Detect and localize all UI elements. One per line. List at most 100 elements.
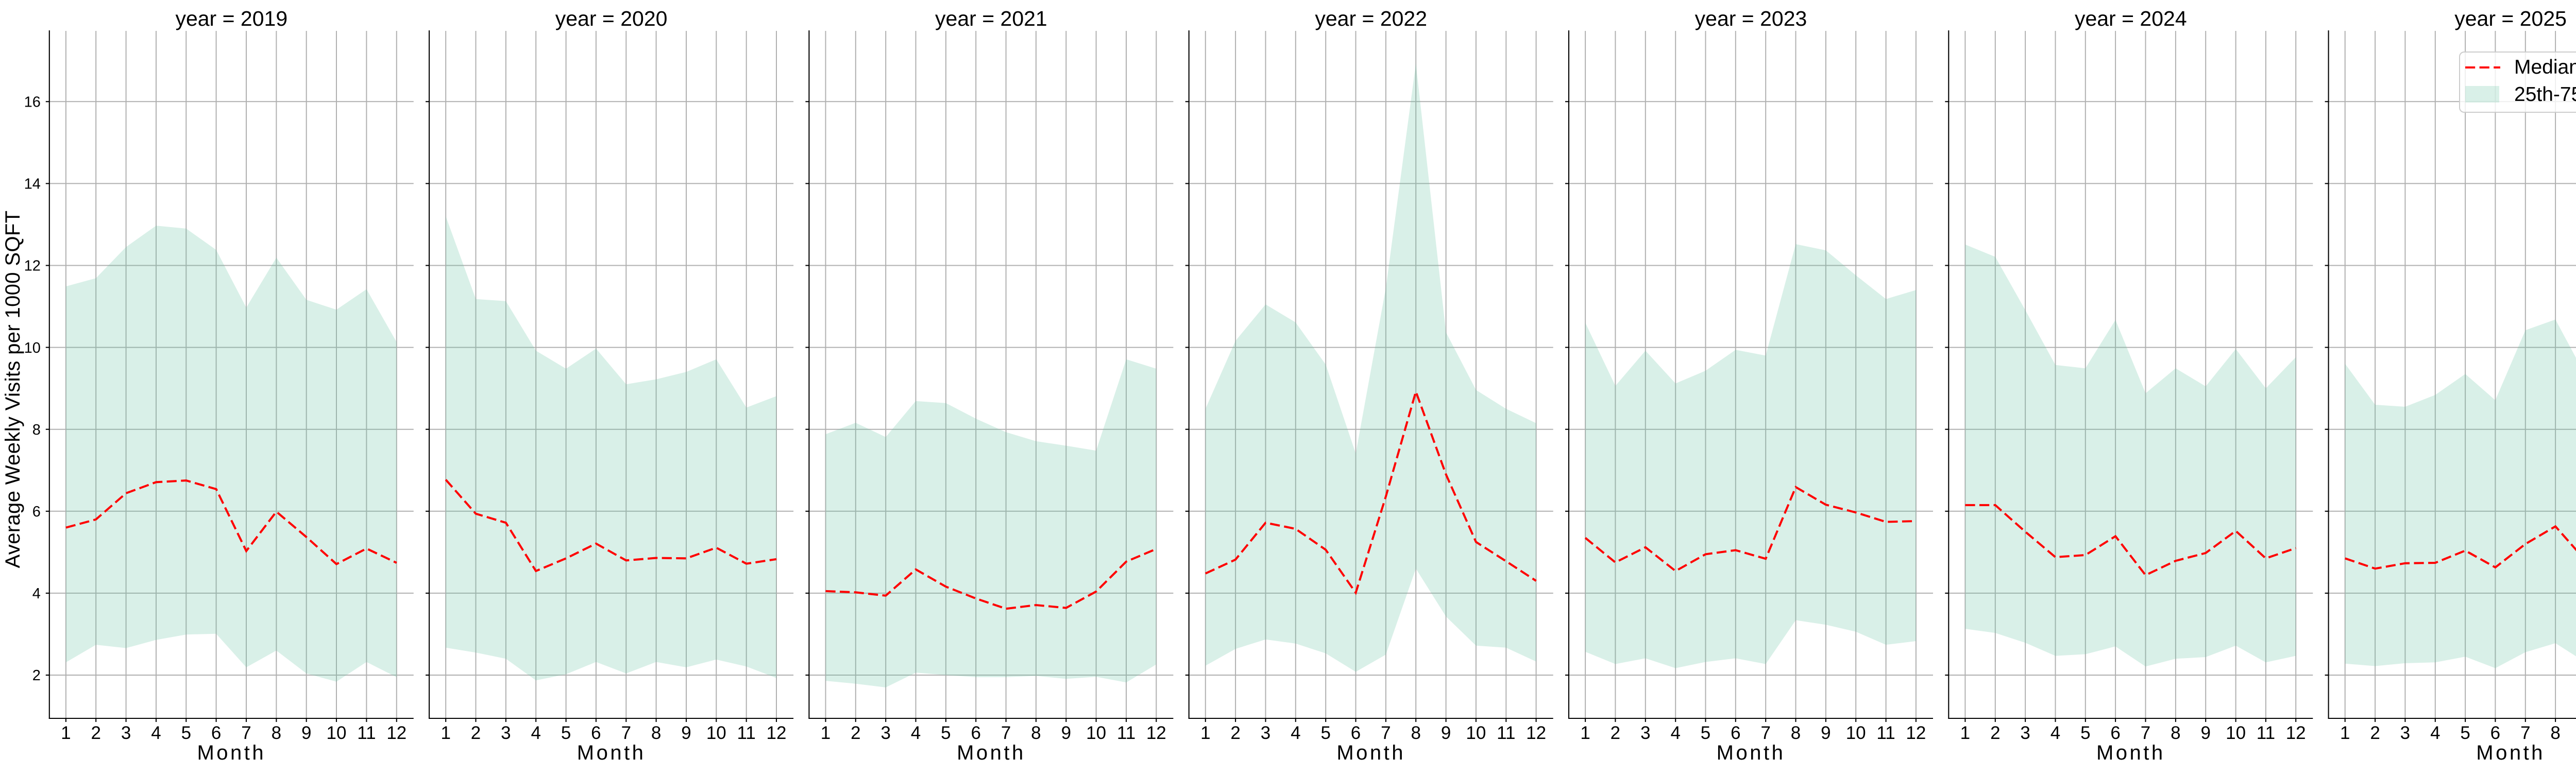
- svg-text:2: 2: [91, 723, 100, 743]
- svg-text:year = 2023: year = 2023: [1695, 7, 1807, 30]
- svg-text:7: 7: [1760, 723, 1770, 743]
- svg-text:5: 5: [1701, 723, 1710, 743]
- svg-text:3: 3: [121, 723, 131, 743]
- svg-text:12: 12: [1526, 723, 1546, 743]
- svg-text:2: 2: [2370, 723, 2380, 743]
- svg-text:25th-75th Percentile: 25th-75th Percentile: [2514, 83, 2576, 106]
- svg-text:4: 4: [911, 723, 921, 743]
- svg-text:year = 2019: year = 2019: [175, 7, 287, 30]
- svg-text:10: 10: [327, 723, 347, 743]
- svg-text:11: 11: [2257, 723, 2275, 743]
- svg-text:5: 5: [941, 723, 951, 743]
- svg-text:1: 1: [2340, 723, 2350, 743]
- svg-text:3: 3: [501, 723, 511, 743]
- svg-text:12: 12: [386, 723, 406, 743]
- svg-text:6: 6: [211, 723, 221, 743]
- svg-text:Month: Month: [197, 742, 266, 764]
- svg-text:11: 11: [1117, 723, 1136, 743]
- svg-text:9: 9: [2200, 723, 2210, 743]
- svg-text:4: 4: [32, 585, 41, 602]
- svg-text:4: 4: [2430, 723, 2440, 743]
- svg-text:year = 2020: year = 2020: [555, 7, 668, 30]
- svg-text:4: 4: [531, 723, 540, 743]
- svg-text:10: 10: [706, 723, 726, 743]
- svg-text:8: 8: [1411, 723, 1420, 743]
- svg-text:1: 1: [1200, 723, 1210, 743]
- svg-text:6: 6: [32, 504, 41, 520]
- svg-text:6: 6: [1351, 723, 1361, 743]
- svg-text:Month: Month: [1717, 742, 1786, 764]
- svg-text:year = 2021: year = 2021: [935, 7, 1047, 30]
- svg-text:1: 1: [821, 723, 831, 743]
- svg-text:5: 5: [2080, 723, 2090, 743]
- svg-text:Month: Month: [1336, 742, 1405, 764]
- svg-text:9: 9: [1441, 723, 1451, 743]
- svg-text:7: 7: [1001, 723, 1011, 743]
- svg-text:7: 7: [1381, 723, 1391, 743]
- svg-text:10: 10: [1086, 723, 1106, 743]
- svg-text:5: 5: [1320, 723, 1330, 743]
- svg-text:4: 4: [151, 723, 161, 743]
- svg-text:year = 2025: year = 2025: [2454, 7, 2567, 30]
- svg-text:Month: Month: [577, 742, 646, 764]
- svg-text:9: 9: [1821, 723, 1831, 743]
- svg-text:6: 6: [2110, 723, 2120, 743]
- svg-text:2: 2: [1611, 723, 1620, 743]
- svg-text:1: 1: [1960, 723, 1970, 743]
- svg-text:10: 10: [1846, 723, 1866, 743]
- svg-text:1: 1: [1580, 723, 1590, 743]
- svg-text:Month: Month: [2476, 742, 2545, 764]
- svg-text:11: 11: [1497, 723, 1515, 743]
- svg-text:2: 2: [1230, 723, 1240, 743]
- svg-text:3: 3: [1640, 723, 1650, 743]
- svg-text:3: 3: [2400, 723, 2410, 743]
- svg-text:7: 7: [241, 723, 251, 743]
- svg-text:Median: Median: [2514, 56, 2576, 78]
- svg-text:5: 5: [561, 723, 571, 743]
- svg-text:10: 10: [24, 340, 41, 356]
- svg-text:Average Weekly Visits per 1000: Average Weekly Visits per 1000 SQFT: [2, 211, 24, 569]
- svg-text:5: 5: [181, 723, 191, 743]
- svg-text:11: 11: [357, 723, 376, 743]
- svg-text:9: 9: [1061, 723, 1071, 743]
- svg-text:12: 12: [24, 258, 41, 274]
- svg-text:8: 8: [651, 723, 661, 743]
- svg-text:10: 10: [2226, 723, 2246, 743]
- svg-text:7: 7: [2520, 723, 2530, 743]
- svg-text:2: 2: [471, 723, 481, 743]
- svg-text:4: 4: [2050, 723, 2060, 743]
- svg-text:8: 8: [2171, 723, 2180, 743]
- svg-text:3: 3: [1261, 723, 1270, 743]
- svg-text:8: 8: [2550, 723, 2560, 743]
- svg-text:Month: Month: [2096, 742, 2165, 764]
- svg-text:3: 3: [2020, 723, 2030, 743]
- svg-text:1: 1: [61, 723, 71, 743]
- svg-text:1: 1: [440, 723, 450, 743]
- svg-text:6: 6: [2490, 723, 2500, 743]
- svg-text:6: 6: [971, 723, 980, 743]
- svg-text:year = 2022: year = 2022: [1315, 7, 1427, 30]
- svg-text:6: 6: [591, 723, 601, 743]
- svg-text:12: 12: [2286, 723, 2306, 743]
- svg-text:9: 9: [301, 723, 311, 743]
- svg-text:7: 7: [621, 723, 631, 743]
- svg-text:4: 4: [1670, 723, 1680, 743]
- svg-text:7: 7: [2141, 723, 2150, 743]
- svg-text:6: 6: [1731, 723, 1740, 743]
- svg-text:10: 10: [1466, 723, 1486, 743]
- svg-text:12: 12: [1906, 723, 1926, 743]
- svg-text:8: 8: [1791, 723, 1801, 743]
- svg-text:12: 12: [1146, 723, 1166, 743]
- svg-text:2: 2: [32, 667, 41, 684]
- svg-text:8: 8: [272, 723, 281, 743]
- svg-text:8: 8: [1031, 723, 1041, 743]
- svg-text:14: 14: [24, 176, 41, 193]
- svg-text:2: 2: [851, 723, 860, 743]
- svg-text:12: 12: [767, 723, 787, 743]
- svg-text:16: 16: [24, 94, 41, 111]
- svg-text:Month: Month: [957, 742, 1026, 764]
- svg-text:9: 9: [681, 723, 691, 743]
- svg-text:5: 5: [2460, 723, 2470, 743]
- svg-text:8: 8: [32, 422, 41, 438]
- svg-text:year = 2024: year = 2024: [2075, 7, 2187, 30]
